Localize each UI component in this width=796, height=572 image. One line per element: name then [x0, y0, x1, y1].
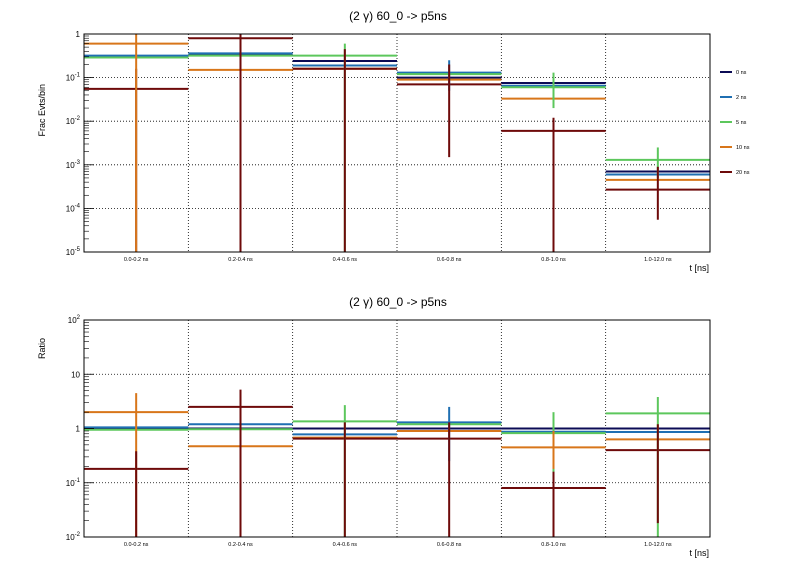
top-chart-xlabel: t [ns] [689, 263, 709, 273]
y-tick-label: 10-1 [66, 73, 81, 83]
y-tick-label: 10-5 [66, 247, 81, 257]
top-chart-title: (2 γ) 60_0 -> p5ns [349, 9, 447, 23]
legend: 0 ns 2 ns 5 ns 10 ns 20 ns [720, 70, 750, 176]
y-tick-label: 102 [68, 315, 81, 325]
x-tick-label: 0.8-1.0 ns [541, 542, 566, 548]
y-tick-label: 10-1 [66, 478, 81, 488]
bottom-chart-xlabel: t [ns] [689, 548, 709, 558]
x-tick-label: 0.6-0.8 ns [437, 257, 462, 263]
y-tick-label: 10-4 [66, 203, 81, 213]
top-errors [135, 34, 659, 252]
y-tick-label: 10-2 [66, 532, 81, 542]
bottom-chart-ylabel: Ratio [37, 338, 47, 359]
x-tick-label: 1.0-12.0 ns [644, 257, 672, 263]
x-tick-label: 0.8-1.0 ns [541, 257, 566, 263]
x-tick-label: 0.0-0.2 ns [124, 257, 149, 263]
x-tick-label: 0.6-0.8 ns [437, 542, 462, 548]
y-tick-label: 1 [76, 425, 81, 434]
x-tick-label: 0.2-0.4 ns [228, 257, 253, 263]
x-tick-label: 1.0-12.0 ns [644, 542, 672, 548]
plot-frame [83, 33, 711, 253]
y-tick-label: 10 [71, 370, 80, 379]
x-tick-label: 0.0-0.2 ns [124, 542, 149, 548]
legend-label: 2 ns [736, 95, 747, 101]
bottom-errors [135, 389, 659, 537]
top-axes: 0.0-0.2 ns 0.2-0.4 ns 0.4-0.6 ns 0.6-0.8 ns… [66, 30, 711, 263]
y-tick-label: 1 [76, 30, 81, 39]
top-chart: (2 γ) 60_0 -> p5ns Frac Evts/bin t [ns] … [37, 9, 750, 273]
x-tick-label: 0.4-0.6 ns [333, 257, 358, 263]
bottom-chart: (2 γ) 60_0 -> p5ns Ratio t [ns] 0.0-0.2 … [37, 295, 711, 558]
legend-label: 20 ns [736, 170, 750, 176]
x-tick-label: 0.4-0.6 ns [333, 542, 358, 548]
bottom-axes: 0.0-0.2 ns 0.2-0.4 ns 0.4-0.6 ns 0.6-0.8 ns… [66, 315, 711, 548]
bottom-chart-title: (2 γ) 60_0 -> p5ns [349, 295, 447, 309]
legend-label: 10 ns [736, 145, 750, 151]
legend-label: 5 ns [736, 120, 747, 126]
legend-label: 0 ns [736, 70, 747, 76]
x-tick-label: 0.2-0.4 ns [228, 542, 253, 548]
y-tick-label: 10-3 [66, 160, 81, 170]
y-tick-label: 10-2 [66, 116, 81, 126]
top-chart-ylabel: Frac Evts/bin [37, 84, 47, 137]
